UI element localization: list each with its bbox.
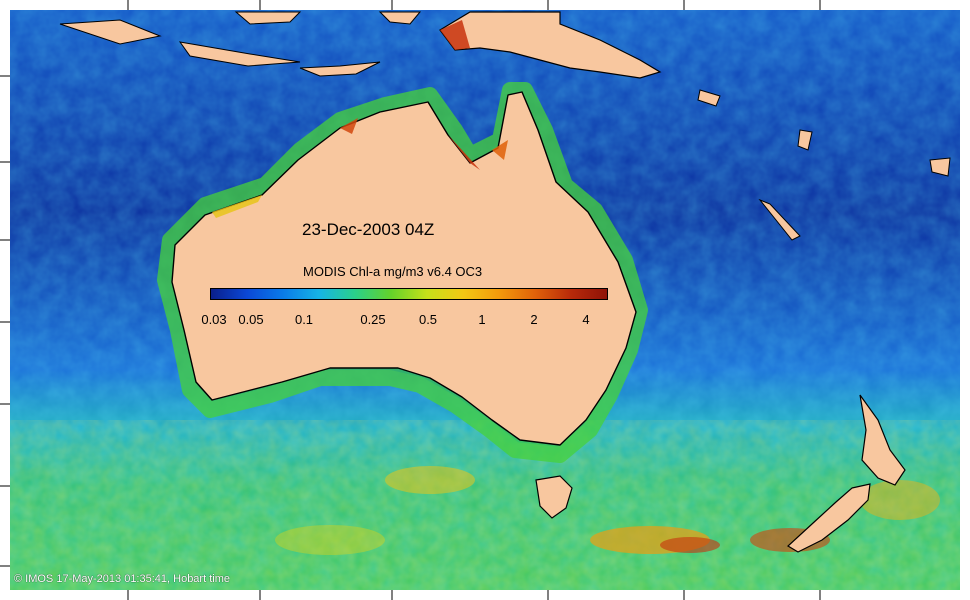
date-label: 23-Dec-2003 04Z bbox=[302, 220, 435, 239]
new-zealand-south bbox=[787, 483, 871, 553]
coastal-blooms bbox=[212, 118, 508, 218]
credit-label: © IMOS 17-May-2013 01:35:41, Hobart time bbox=[14, 573, 230, 585]
new-zealand bbox=[859, 394, 906, 486]
bloom-patches bbox=[275, 466, 940, 555]
colorbar bbox=[210, 288, 608, 300]
indonesia-islands bbox=[59, 11, 422, 77]
new-guinea-coast-bloom bbox=[440, 20, 470, 50]
pacific-islands bbox=[697, 89, 951, 241]
tasmania bbox=[535, 475, 573, 519]
bloom-texture bbox=[10, 420, 960, 590]
frame-ticks bbox=[0, 0, 821, 600]
product-label: MODIS Chl-a mg/m3 v6.4 OC3 bbox=[303, 264, 483, 279]
new-guinea bbox=[439, 11, 662, 79]
australia-landmass bbox=[171, 91, 637, 446]
